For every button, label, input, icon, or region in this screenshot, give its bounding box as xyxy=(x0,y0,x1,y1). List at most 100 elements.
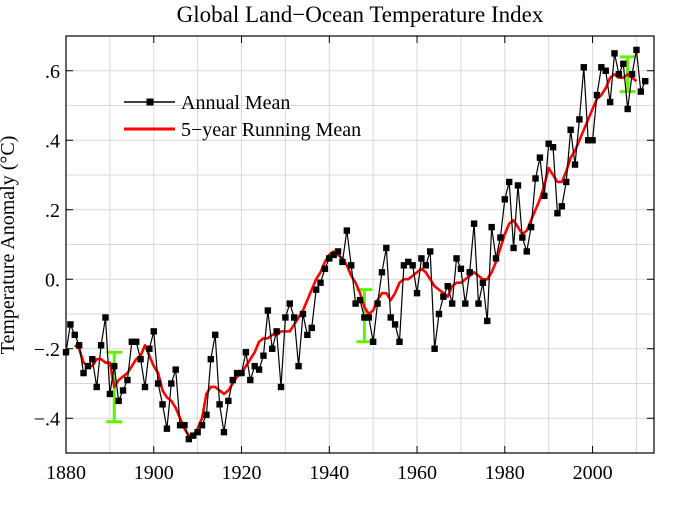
annual-mean-point xyxy=(233,369,241,377)
annual-mean-point xyxy=(137,355,144,363)
annual-mean-point xyxy=(89,355,96,363)
annual-mean-point xyxy=(343,227,351,234)
annual-mean-point xyxy=(176,422,184,429)
annual-mean-point xyxy=(409,262,416,269)
annual-mean-point xyxy=(146,345,153,352)
annual-mean-point xyxy=(440,293,447,300)
annual-mean-point xyxy=(251,362,258,370)
annual-mean-point xyxy=(115,397,122,405)
annual-mean-point xyxy=(356,296,364,304)
annual-mean-point xyxy=(172,366,179,373)
annual-mean-point xyxy=(264,307,272,314)
annual-mean-point xyxy=(545,140,552,147)
y-tick-label: .6 xyxy=(45,61,60,83)
annual-mean-point xyxy=(628,71,636,78)
annual-mean-point xyxy=(163,425,171,432)
annual-mean-point xyxy=(247,376,254,384)
annual-mean-point xyxy=(238,369,245,377)
annual-mean-point xyxy=(549,144,557,151)
annual-mean-point xyxy=(510,244,517,252)
annual-mean-point xyxy=(484,317,491,325)
annual-mean-point xyxy=(93,383,100,391)
annual-mean-point xyxy=(580,64,587,71)
annual-mean-point xyxy=(102,314,109,321)
annual-mean-point xyxy=(181,422,188,429)
annual-mean-point xyxy=(260,352,267,359)
legend-running-label: 5−year Running Mean xyxy=(181,119,361,141)
annual-mean-point xyxy=(339,258,346,266)
y-tick-label: −.2 xyxy=(34,339,60,361)
annual-mean-point xyxy=(374,300,381,307)
annual-mean-point xyxy=(444,283,451,290)
annual-mean-point xyxy=(527,223,535,231)
annual-mean-point xyxy=(541,192,548,200)
annual-mean-point xyxy=(523,248,530,255)
annual-mean-point xyxy=(211,331,219,339)
annual-mean-point xyxy=(198,422,206,429)
annual-mean-point xyxy=(111,362,118,370)
annual-mean-point xyxy=(282,314,289,321)
annual-mean-point xyxy=(642,77,649,85)
annual-mean-point xyxy=(413,289,421,297)
annual-mean-point xyxy=(598,64,605,71)
annual-mean-point xyxy=(369,338,377,345)
annual-mean-point xyxy=(242,349,250,356)
annual-mean-point xyxy=(462,300,469,307)
annual-mean-point xyxy=(308,324,315,332)
annual-mean-point xyxy=(466,269,473,276)
annual-mean-point xyxy=(479,279,487,286)
annual-mean-point xyxy=(536,154,544,161)
annual-mean-point xyxy=(128,338,136,345)
annual-mean-point xyxy=(383,244,390,252)
annual-mean-point xyxy=(475,300,482,307)
annual-mean-point xyxy=(203,411,210,418)
annual-mean-point xyxy=(326,255,333,262)
annual-mean-point xyxy=(286,300,293,307)
annual-mean-point xyxy=(453,255,460,262)
annual-mean-point xyxy=(602,67,609,74)
annual-mean-point xyxy=(80,369,87,377)
annual-mean-point xyxy=(216,401,223,408)
annual-mean-point xyxy=(119,387,127,394)
annual-mean-point xyxy=(299,310,307,318)
x-tick-label: 1940 xyxy=(309,462,349,484)
annual-mean-point xyxy=(378,269,386,276)
annual-mean-point xyxy=(194,428,201,436)
annual-mean-point xyxy=(277,383,285,391)
annual-mean-point xyxy=(405,258,412,266)
annual-mean-point xyxy=(567,126,574,134)
annual-mean-point xyxy=(106,390,114,398)
annual-mean-point xyxy=(317,279,324,286)
x-tick-label: 1900 xyxy=(134,462,174,484)
annual-mean-point xyxy=(593,91,601,99)
y-tick-label: .4 xyxy=(45,130,60,152)
annual-mean-point xyxy=(633,46,640,54)
annual-mean-point xyxy=(422,262,430,269)
annual-mean-point xyxy=(431,345,438,352)
y-tick-label: 0. xyxy=(45,269,60,291)
annual-mean-point xyxy=(624,105,631,113)
annual-mean-point xyxy=(427,248,434,255)
chart-title: Global Land−Ocean Temperature Index xyxy=(177,2,544,27)
x-tick-label: 2000 xyxy=(573,462,613,484)
annual-mean-point xyxy=(269,345,276,352)
annual-mean-point xyxy=(84,362,92,370)
annual-mean-point xyxy=(365,314,372,321)
annual-mean-point xyxy=(615,71,623,78)
annual-mean-point xyxy=(168,380,175,387)
annual-mean-point xyxy=(273,328,280,335)
annual-mean-point xyxy=(611,50,618,57)
legend-annual-label: Annual Mean xyxy=(181,92,290,114)
legend: Annual Mean 5−year Running Mean xyxy=(124,92,361,141)
annual-mean-point xyxy=(330,251,337,259)
annual-mean-point xyxy=(141,383,149,391)
annual-mean-point xyxy=(387,314,394,321)
annual-mean-point xyxy=(505,178,513,186)
annual-mean-point xyxy=(67,321,74,328)
annual-mean-point xyxy=(558,203,566,210)
annual-mean-point xyxy=(532,175,539,182)
y-tick-label: .2 xyxy=(45,200,60,222)
running-mean-series xyxy=(73,72,638,437)
annual-mean-point xyxy=(563,178,570,186)
annual-mean-point xyxy=(589,137,596,144)
